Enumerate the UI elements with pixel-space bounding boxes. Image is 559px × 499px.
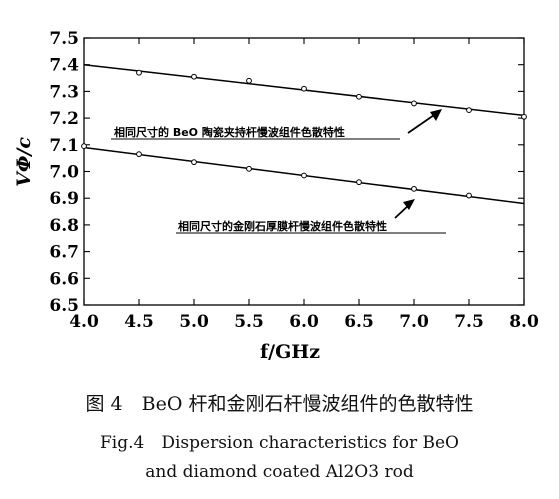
x-tick-label: 5.5 <box>234 312 264 332</box>
series-0-point <box>301 85 307 92</box>
y-axis-label: VΦ/c <box>13 137 35 187</box>
series-1-point <box>246 165 252 172</box>
series-1-point <box>411 185 417 192</box>
x-axis-ticks: 4.0 4.5 5.0 5.5 6.0 6.5 7.0 7.5 8.0 <box>69 38 539 332</box>
caption-english-line2: and diamond coated Al2O3 rod <box>145 462 414 482</box>
y-tick-label: 7.4 <box>49 56 79 76</box>
series-label-diamond: 相同尺寸的金刚石厚膜杆慢波组件色散特性 <box>178 219 387 233</box>
series-0-point <box>136 69 142 76</box>
y-tick-label: 6.6 <box>49 269 79 289</box>
series-0-point <box>191 73 197 80</box>
series-1-point <box>191 159 197 166</box>
series-1-point <box>301 172 307 179</box>
y-tick-label: 7.3 <box>49 82 79 102</box>
series-1-point <box>136 151 142 158</box>
series-0-point <box>466 107 472 113</box>
caption-english-line1: Fig.4 Dispersion characteristics for BeO <box>100 433 459 453</box>
series-0-point <box>246 77 252 84</box>
y-tick-label: 6.7 <box>49 243 79 263</box>
x-axis-label: f/GHz <box>260 341 320 363</box>
y-tick-label: 7.1 <box>49 136 79 156</box>
series-layer <box>81 63 527 205</box>
series-1-point <box>466 192 472 199</box>
dispersion-chart: 6.5 6.6 6.7 6.8 6.9 7.0 7.1 7.2 7.3 7.4 7.5 4.0 4.5… <box>13 29 539 363</box>
series-0-point <box>521 113 527 120</box>
y-tick-label: 6.9 <box>49 189 79 209</box>
plot-frame <box>83 37 525 306</box>
x-tick-label: 5.0 <box>179 312 209 332</box>
y-tick-label: 7.5 <box>49 29 79 49</box>
x-tick-label: 7.5 <box>454 312 484 332</box>
x-tick-label: 4.5 <box>124 312 154 332</box>
x-tick-label: 7.0 <box>399 312 429 332</box>
x-tick-label: 4.0 <box>69 312 99 332</box>
x-tick-label: 8.0 <box>509 312 539 332</box>
series-1-point <box>356 179 362 186</box>
series-0 <box>83 63 527 120</box>
y-tick-label: 6.5 <box>49 296 79 316</box>
series-0-point <box>411 100 417 107</box>
annotation-arrowhead-beo <box>430 109 442 121</box>
series-label-beo: 相同尺寸的 BeO 陶瓷夹持杆慢波组件色散特性 <box>114 125 345 139</box>
series-1-point <box>81 143 87 150</box>
x-tick-label: 6.5 <box>344 312 374 332</box>
series-0-point <box>356 93 362 100</box>
annotation-arrowhead-diamond <box>403 199 415 210</box>
caption-chinese: 图 4 BeO 杆和金刚石杆慢波组件的色散特性 <box>85 393 474 415</box>
x-tick-label: 6.0 <box>289 312 319 332</box>
y-axis-ticks: 6.5 6.6 6.7 6.8 6.9 7.0 7.1 7.2 7.3 7.4 7.5 <box>49 29 524 316</box>
annotation-arrow-beo <box>407 112 438 134</box>
series-1 <box>81 143 525 205</box>
y-tick-label: 7.2 <box>49 109 79 129</box>
y-tick-label: 7.0 <box>49 163 79 183</box>
y-tick-label: 6.8 <box>49 216 79 236</box>
